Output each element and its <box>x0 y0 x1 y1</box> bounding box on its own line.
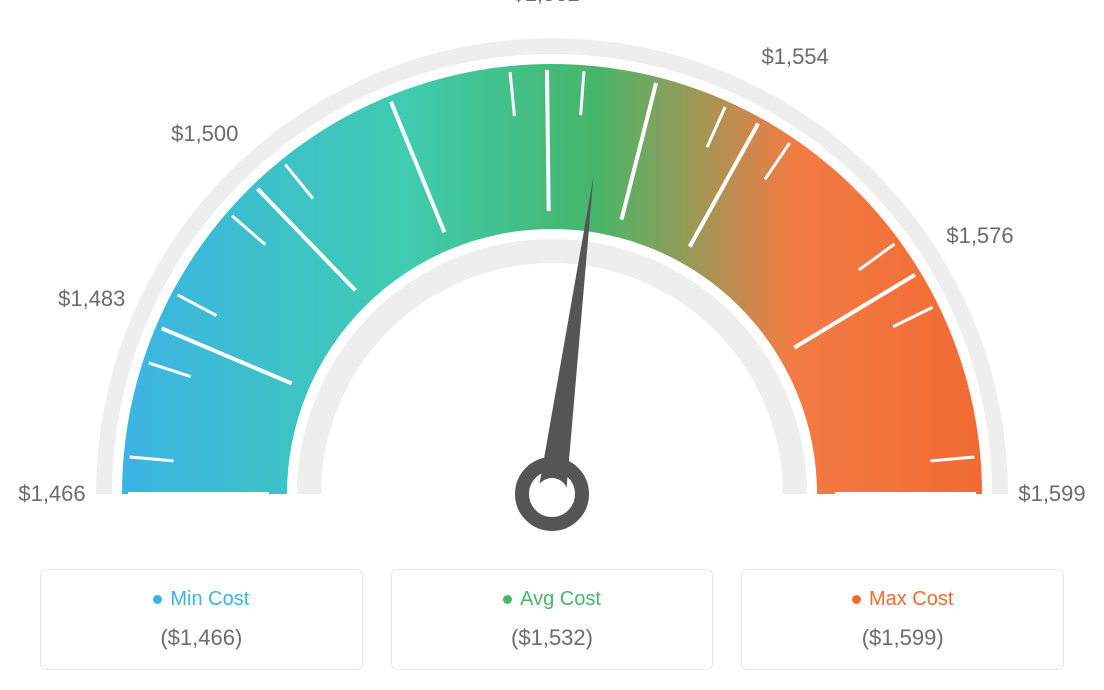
dot-icon <box>503 595 512 604</box>
dot-icon <box>852 595 861 604</box>
scale-label: $1,576 <box>946 223 1013 249</box>
legend-label: Avg Cost <box>520 588 601 610</box>
legend-title-min: Min Cost <box>51 588 352 611</box>
legend-label: Min Cost <box>170 588 249 610</box>
scale-label: $1,554 <box>761 44 828 70</box>
legend-title-avg: Avg Cost <box>402 588 703 611</box>
legend-value-min: ($1,466) <box>51 625 352 651</box>
scale-label: $1,599 <box>1018 481 1085 507</box>
legend-row: Min Cost ($1,466) Avg Cost ($1,532) Max … <box>40 569 1064 670</box>
legend-title-max: Max Cost <box>752 588 1053 611</box>
scale-label: $1,532 <box>512 0 579 7</box>
gauge-svg <box>0 0 1104 540</box>
gauge-chart: $1,466 $1,483 $1,500 $1,532 $1,554 $1,576 $1,5… <box>0 0 1104 540</box>
legend-value-max: ($1,599) <box>752 625 1053 651</box>
scale-label: $1,466 <box>18 481 85 507</box>
legend-card-avg: Avg Cost ($1,532) <box>391 569 714 670</box>
legend-label: Max Cost <box>869 588 953 610</box>
scale-label: $1,500 <box>171 121 238 147</box>
dot-icon <box>153 595 162 604</box>
legend-value-avg: ($1,532) <box>402 625 703 651</box>
legend-card-min: Min Cost ($1,466) <box>40 569 363 670</box>
scale-label: $1,483 <box>58 286 125 312</box>
legend-card-max: Max Cost ($1,599) <box>741 569 1064 670</box>
